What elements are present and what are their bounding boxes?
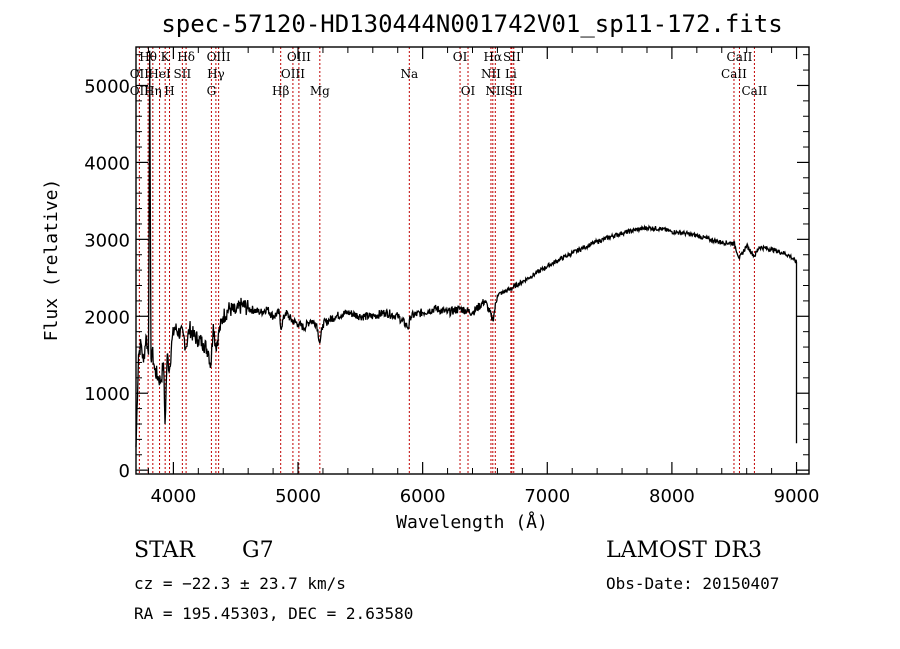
x-tick-label: 5000 [275,486,321,507]
emission-line-markers [138,47,755,474]
emission-line-label: OIII [207,50,231,64]
ra-dec: RA = 195.45303, DEC = 2.63580 [134,604,414,623]
x-tick-label: 7000 [524,486,570,507]
emission-line-label: CaII [727,50,753,64]
emission-line-label: Na [400,67,418,81]
x-tick-label: 9000 [774,486,820,507]
emission-line-label: NII [485,84,505,98]
emission-line-label: Hβ [272,84,289,98]
emission-line-label: SII [505,84,523,98]
emission-line-label: Hθ [139,50,157,64]
x-axis: 4000 5000 6000 7000 8000 9000 [147,47,820,507]
y-tick-label: 0 [119,461,130,482]
emission-line-label: OII [130,84,150,98]
emission-line-label: SII [503,50,521,64]
emission-line-label: OI [461,84,476,98]
emission-line-label: CaII [721,67,747,81]
object-class: STAR [134,538,195,563]
emission-line-label: K [161,50,171,64]
object-subclass: G7 [242,538,274,563]
emission-line-label: NII [481,67,501,81]
redshift-cz: cz = −22.3 ± 23.7 km/s [134,574,346,593]
emission-line-label: OIII [281,67,305,81]
x-axis-label: Wavelength (Å) [396,511,548,533]
emission-line-label: HeI [148,67,171,81]
y-axis: 0 1000 2000 3000 4000 5000 [84,54,809,482]
emission-line-label: SII [174,67,192,81]
y-tick-label: 2000 [84,307,130,328]
emission-line-label: OII [130,67,150,81]
chart-title: spec-57120-HD130444N001742V01_sp11-172.f… [161,10,782,38]
emission-line-label: G [207,84,217,98]
y-tick-label: 1000 [84,384,130,405]
emission-line-label: OIII [287,50,311,64]
emission-line-label: Hγ [207,67,225,81]
emission-line-label: Li [505,67,517,81]
plot-frame [135,46,810,475]
emission-line-label: Hη [144,84,162,98]
emission-line-label: Hδ [177,50,195,64]
obs-date: Obs-Date: 20150407 [606,574,780,593]
x-tick-label: 6000 [400,486,446,507]
emission-line-label: Mg [310,84,330,98]
x-tick-label: 4000 [150,486,196,507]
x-tick-label: 8000 [649,486,695,507]
emission-line-label: H [164,84,174,98]
y-tick-label: 5000 [84,76,130,97]
emission-line-label: Hα [484,50,503,64]
emission-line-label: OI [453,50,468,64]
survey-name: LAMOST DR3 [606,538,762,563]
y-tick-label: 4000 [84,153,130,174]
spectrum-series-line [135,50,798,448]
y-axis-label: Flux (relative) [41,179,62,342]
y-tick-label: 3000 [84,230,130,251]
emission-line-label: CaII [741,84,767,98]
